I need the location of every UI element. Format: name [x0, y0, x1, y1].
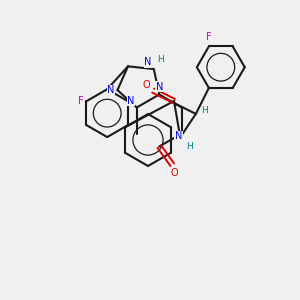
Text: N: N [107, 85, 114, 95]
Text: H: H [201, 106, 208, 116]
Text: N: N [156, 82, 163, 92]
Text: N: N [145, 57, 152, 67]
Text: H: H [186, 142, 193, 151]
Text: N: N [128, 95, 135, 106]
Text: O: O [142, 80, 150, 90]
Text: O: O [170, 168, 178, 178]
Text: N: N [175, 131, 182, 141]
Text: F: F [78, 96, 83, 106]
Text: F: F [206, 32, 212, 43]
Text: H: H [157, 55, 164, 64]
